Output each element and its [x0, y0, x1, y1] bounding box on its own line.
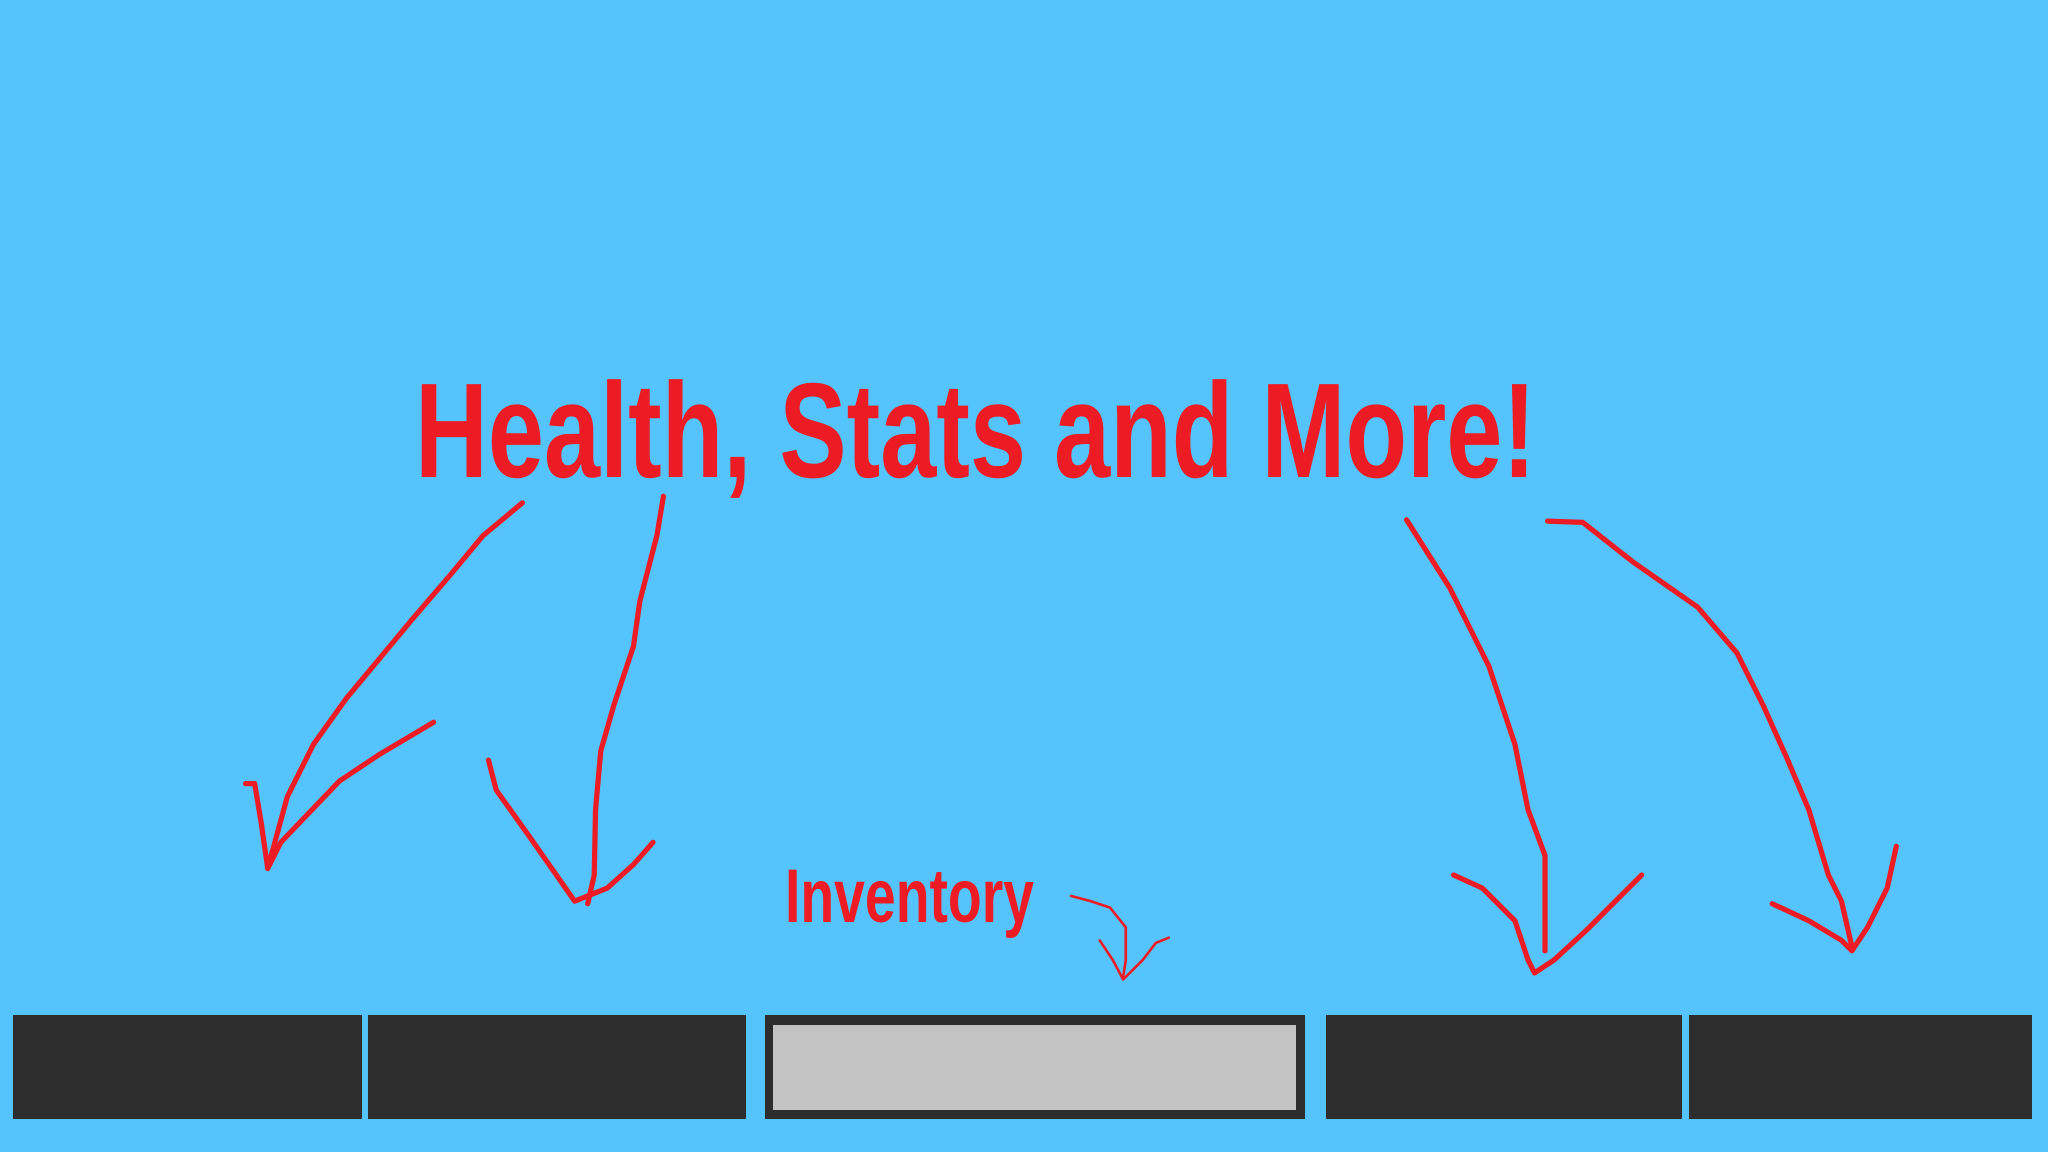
arrow-head: [485, 757, 656, 904]
arrows: [242, 493, 1899, 981]
arrow: [1403, 517, 1548, 954]
hotbar: [13, 1015, 2032, 1119]
arrow-head: [1098, 936, 1171, 981]
arrow-head: [242, 719, 437, 872]
health-slot: [13, 1015, 362, 1119]
more-slot: [1689, 1015, 2032, 1119]
arrow: [1544, 518, 1855, 950]
arrow-head: [1450, 872, 1645, 976]
title: Health, Stats and More!: [415, 355, 1536, 506]
inventory-bar: [773, 1025, 1296, 1110]
stats-slot: [368, 1015, 746, 1119]
arrow-head: [1769, 843, 1899, 954]
arrow: [1069, 894, 1128, 979]
arrow: [585, 493, 667, 907]
inventory-label: Inventory: [785, 854, 1034, 939]
arrow: [265, 500, 526, 872]
stats-slot: [1326, 1015, 1682, 1119]
